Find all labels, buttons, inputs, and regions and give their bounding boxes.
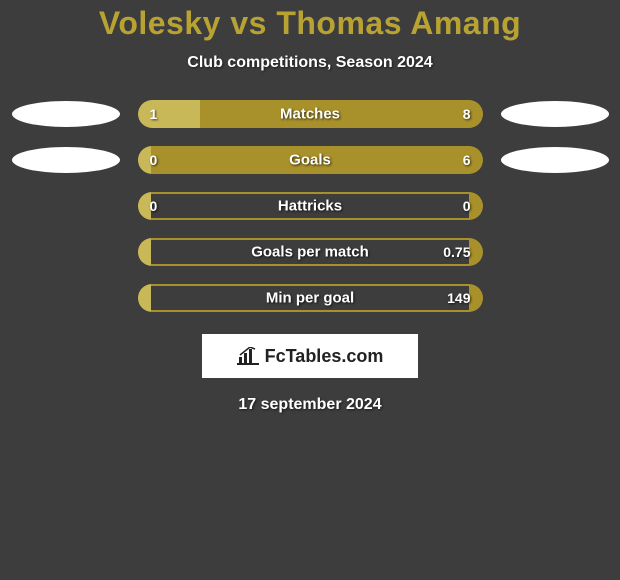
stat-bar: Min per goal 149 bbox=[138, 284, 483, 312]
stat-bar: 0 Hattricks 0 bbox=[138, 192, 483, 220]
bar-right-fill bbox=[469, 284, 483, 312]
bar-right-fill bbox=[469, 238, 483, 266]
bar-left-fill bbox=[138, 100, 200, 128]
stat-right-value: 8 bbox=[463, 106, 471, 122]
player-left-marker bbox=[12, 147, 120, 173]
stat-row: Min per goal 149 bbox=[0, 284, 620, 312]
spacer bbox=[501, 285, 609, 311]
spacer bbox=[12, 285, 120, 311]
spacer bbox=[501, 193, 609, 219]
comparison-widget: Volesky vs Thomas Amang Club competition… bbox=[0, 0, 620, 414]
stat-row: 0 Hattricks 0 bbox=[0, 192, 620, 220]
stat-label: Goals bbox=[289, 152, 331, 169]
bar-right-fill bbox=[200, 100, 483, 128]
stat-left-value: 0 bbox=[150, 152, 158, 168]
bar-left-fill bbox=[138, 238, 152, 266]
stats-list: 1 Matches 8 0 Goals 6 0 Hattricks 0 Goals per mat… bbox=[0, 100, 620, 312]
footer-date: 17 september 2024 bbox=[0, 396, 620, 414]
stat-row: Goals per match 0.75 bbox=[0, 238, 620, 266]
logo: FcTables.com bbox=[237, 346, 384, 367]
stat-left-value: 0 bbox=[150, 198, 158, 214]
stat-row: 0 Goals 6 bbox=[0, 146, 620, 174]
stat-right-value: 6 bbox=[463, 152, 471, 168]
logo-box[interactable]: FcTables.com bbox=[202, 334, 418, 378]
stat-row: 1 Matches 8 bbox=[0, 100, 620, 128]
stat-bar: 0 Goals 6 bbox=[138, 146, 483, 174]
page-title: Volesky vs Thomas Amang bbox=[0, 5, 620, 42]
stat-label: Hattricks bbox=[278, 198, 342, 215]
spacer bbox=[12, 193, 120, 219]
logo-text: FcTables.com bbox=[265, 346, 384, 367]
stat-label: Min per goal bbox=[266, 290, 354, 307]
player-right-marker bbox=[501, 101, 609, 127]
player-right-marker bbox=[501, 147, 609, 173]
stat-label: Matches bbox=[280, 106, 340, 123]
stat-left-value: 1 bbox=[150, 106, 158, 122]
subtitle: Club competitions, Season 2024 bbox=[0, 54, 620, 72]
player-left-marker bbox=[12, 101, 120, 127]
chart-icon bbox=[237, 347, 259, 365]
stat-right-value: 0 bbox=[463, 198, 471, 214]
stat-right-value: 0.75 bbox=[443, 244, 470, 260]
spacer bbox=[501, 239, 609, 265]
spacer bbox=[12, 239, 120, 265]
stat-bar: Goals per match 0.75 bbox=[138, 238, 483, 266]
bar-right-fill bbox=[469, 192, 483, 220]
bar-left-fill bbox=[138, 284, 152, 312]
stat-bar: 1 Matches 8 bbox=[138, 100, 483, 128]
stat-right-value: 149 bbox=[447, 290, 470, 306]
stat-label: Goals per match bbox=[251, 244, 369, 261]
